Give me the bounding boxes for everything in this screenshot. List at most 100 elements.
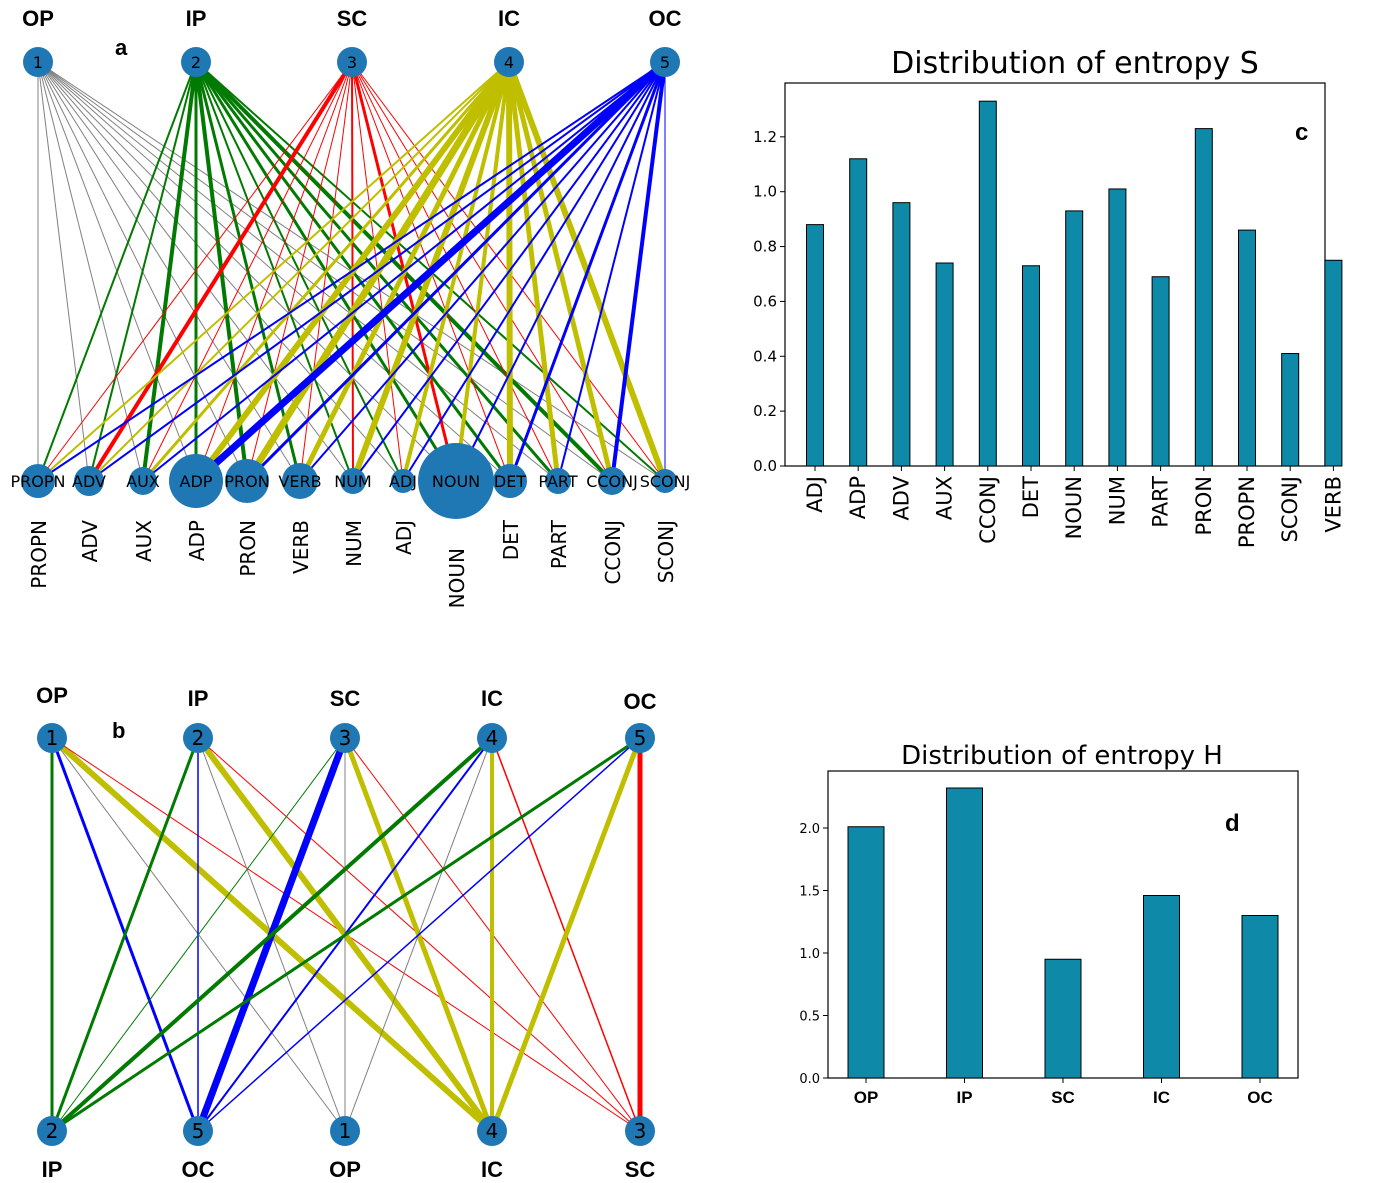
- x-tick-label: ADP: [846, 476, 870, 519]
- panel-b-letter: b: [112, 718, 125, 743]
- edge-a-0-2: [37, 61, 144, 482]
- y-tick-label: 0.4: [753, 347, 777, 365]
- y-tick-label: 1.5: [799, 885, 820, 900]
- x-tick-label: IC: [1153, 1088, 1170, 1107]
- pos-node: [545, 468, 571, 494]
- y-tick-label: 0.0: [799, 1072, 820, 1087]
- x-tick-label: AUX: [933, 476, 957, 520]
- x-tick-label: PART: [1149, 476, 1173, 528]
- edge-a-4-2: [142, 61, 666, 482]
- x-tick-label: NUM: [1105, 476, 1129, 525]
- y-tick-label: 0.0: [753, 457, 777, 475]
- edge-b-15: [50, 736, 494, 1133]
- y-tick-label: 1.0: [799, 947, 820, 962]
- edge-a-3-1: [88, 61, 510, 482]
- pos-node-inner-label: NUM: [334, 472, 371, 491]
- group-node-label: SC: [625, 1157, 656, 1182]
- edge-a-2-2: [142, 61, 353, 482]
- pos-node: [169, 454, 223, 508]
- edge-a-4-6: [352, 61, 666, 482]
- edge-b-10: [51, 737, 346, 1132]
- edge-a-4-1: [88, 61, 666, 482]
- group-node-number: 1: [46, 726, 59, 750]
- group-node-number: 5: [192, 1119, 205, 1143]
- group-node-number: 1: [339, 1119, 352, 1143]
- edge-a-4-8: [455, 61, 666, 482]
- pos-node-inner-label: ADV: [72, 472, 106, 491]
- pos-node-label: AUX: [132, 520, 156, 562]
- bar: [1108, 188, 1127, 467]
- x-tick-label: IP: [956, 1088, 972, 1107]
- panel-d-letter: d: [1225, 810, 1240, 837]
- pos-node-inner-label: ADP: [180, 472, 213, 491]
- pos-node: [282, 463, 318, 499]
- group-node-number: 5: [634, 726, 647, 750]
- group-node-b-bottom: [477, 1116, 507, 1146]
- group-node-b-top: [183, 723, 213, 753]
- bar: [978, 100, 997, 467]
- x-tick-label: ADJ: [803, 476, 827, 513]
- group-node: [494, 47, 524, 77]
- pos-node: [418, 443, 494, 519]
- pos-node-inner-label: ADJ: [389, 472, 417, 491]
- group-node-label: IP: [188, 686, 209, 711]
- edge-a-4-9: [508, 61, 667, 482]
- y-tick-label: 1.0: [753, 183, 777, 201]
- panel-a-network: 1 OP 2 IP 3 SC 4 IC 5 OC PROPN PROPN ADV ADV AUX AUX ADP…: [11, 6, 691, 608]
- y-tick-label: 1.2: [753, 128, 777, 146]
- group-node-label: OC: [182, 1157, 215, 1182]
- x-tick-label: SCONJ: [1278, 476, 1302, 542]
- group-node-b-bottom: [183, 1116, 213, 1146]
- group-node-b-bottom: [37, 1116, 67, 1146]
- group-node-number: 3: [339, 726, 352, 750]
- bar: [1065, 210, 1084, 467]
- y-tick-label: 0.6: [753, 292, 777, 310]
- bar: [1281, 353, 1300, 467]
- edge-a-1-2: [141, 61, 198, 482]
- panel-c-letter: c: [1295, 119, 1308, 146]
- group-node-number: 1: [33, 53, 43, 72]
- group-node-b-bottom: [330, 1116, 360, 1146]
- bar: [1241, 915, 1279, 1079]
- bar: [1143, 895, 1180, 1079]
- x-tick-label: DET: [1019, 476, 1043, 518]
- edge-a-4-0: [37, 61, 666, 482]
- pos-node-inner-label: PRON: [224, 472, 269, 491]
- panel-b-edges: [50, 735, 643, 1134]
- group-node: [23, 47, 53, 77]
- pos-node-label: PART: [547, 519, 571, 569]
- panel-b-nodes: 1 OP 2 IP 3 SC 4 IC 5 OC 2 IP 5 OC 1 OP 4 IC 3 SC: [36, 683, 657, 1182]
- panel-a-letter: a: [115, 35, 128, 60]
- group-node-label: OP: [329, 1157, 361, 1182]
- pos-node: [225, 459, 269, 503]
- group-node-label: IP: [42, 1157, 63, 1182]
- pos-node-inner-label: DET: [494, 472, 526, 491]
- pos-node: [653, 469, 677, 493]
- edge-b-5: [50, 737, 200, 1132]
- pos-node-label: ADJ: [392, 520, 416, 555]
- pos-node: [493, 464, 527, 498]
- bar: [1151, 276, 1170, 467]
- group-node-b-top: [625, 723, 655, 753]
- group-node: [337, 47, 367, 77]
- x-tick-label: CCONJ: [976, 476, 1000, 544]
- panel-a-nodes: 1 OP 2 IP 3 SC 4 IC 5 OC PROPN PROPN ADV ADV AUX AUX ADP…: [11, 6, 691, 608]
- bar: [1044, 958, 1082, 1079]
- pos-node-label: SCONJ: [654, 520, 678, 583]
- edge-a-4-10: [557, 61, 666, 482]
- bar: [1022, 265, 1040, 467]
- edge-a-4-3: [193, 59, 668, 484]
- group-node-label: IP: [186, 6, 207, 31]
- x-tick-label: ADV: [889, 475, 913, 520]
- group-node: [650, 47, 680, 77]
- group-node-number: 3: [347, 53, 357, 72]
- edge-a-2-1: [87, 60, 354, 483]
- pos-node-label: VERB: [289, 520, 313, 574]
- edge-b-20: [51, 736, 641, 1133]
- x-tick-label: VERB: [1321, 476, 1345, 533]
- bar: [935, 262, 954, 467]
- group-node-b-top: [477, 723, 507, 753]
- pos-node-label: ADP: [185, 520, 209, 561]
- group-node-number: 2: [191, 53, 201, 72]
